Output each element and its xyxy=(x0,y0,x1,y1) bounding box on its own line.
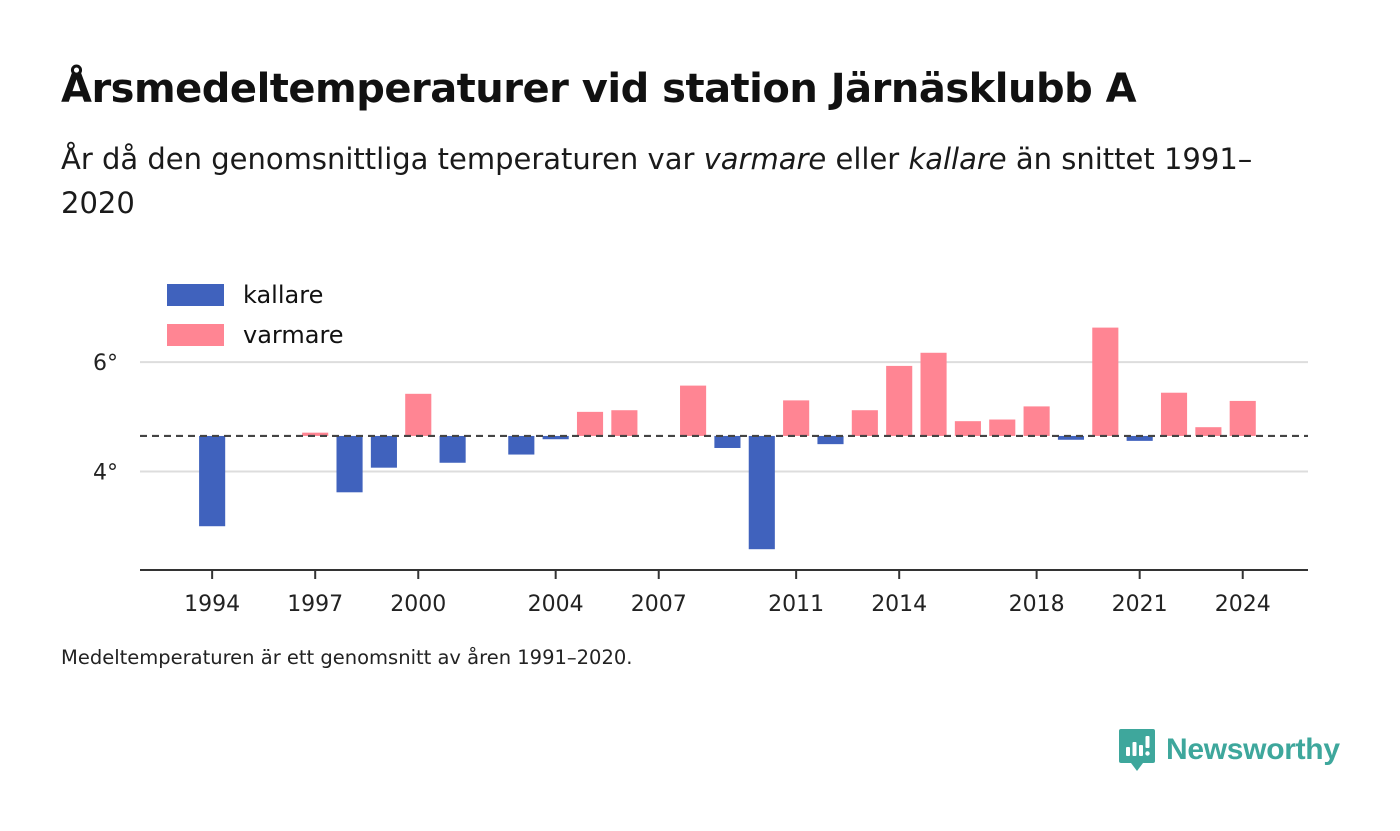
bar-warmer xyxy=(851,410,878,436)
subtitle-colder-word: kallare xyxy=(908,142,1007,176)
legend-label-kallare: kallare xyxy=(243,281,323,309)
bar-colder xyxy=(817,435,844,445)
bar-warmer xyxy=(920,352,947,436)
bar-warmer xyxy=(1023,406,1050,436)
bar-warmer xyxy=(989,419,1016,436)
bar-colder xyxy=(336,435,363,493)
x-tick-label: 2018 xyxy=(1009,592,1065,617)
bar-warmer xyxy=(611,410,638,436)
bar-colder xyxy=(542,435,569,440)
x-tick-label: 1994 xyxy=(184,592,240,617)
bar-colder xyxy=(370,435,397,468)
bar-colder xyxy=(199,435,226,527)
subtitle-part-1: År då den genomsnittliga temperaturen va… xyxy=(61,142,704,176)
bar-warmer xyxy=(1092,327,1119,436)
x-tick-label: 2007 xyxy=(631,592,687,617)
x-tick-label: 1997 xyxy=(287,592,343,617)
chart-title: Årsmedeltemperaturer vid station Järnäsk… xyxy=(61,66,1137,112)
chart-subtitle: År då den genomsnittliga temperaturen va… xyxy=(61,137,1291,225)
temperature-bar-chart: 4° 6° 1994 1997 2000 2004 2007 2011 2014 2018 2021… xyxy=(93,281,1308,617)
legend-swatch-kallare xyxy=(167,284,224,306)
bar-colder xyxy=(1126,435,1153,441)
bar-colder xyxy=(508,435,535,455)
bar-colder xyxy=(714,435,741,448)
bar-warmer xyxy=(954,421,981,436)
bar-warmer xyxy=(1195,427,1222,436)
subtitle-warmer-word: varmare xyxy=(703,142,827,176)
newsworthy-logo: Newsworthy xyxy=(1118,728,1340,772)
newsworthy-logo-text: Newsworthy xyxy=(1166,733,1340,766)
bar-warmer xyxy=(680,385,707,436)
bar-colder xyxy=(439,435,466,463)
bar-colder xyxy=(748,435,775,550)
legend-swatch-varmare xyxy=(167,324,224,346)
x-tick-label: 2014 xyxy=(871,592,927,617)
subtitle-part-2: eller xyxy=(826,142,909,176)
y-tick-label: 4° xyxy=(93,461,118,486)
bar-warmer xyxy=(783,400,810,436)
y-tick-label: 6° xyxy=(93,351,118,376)
bar-warmer xyxy=(576,411,604,436)
legend-label-varmare: varmare xyxy=(243,321,344,349)
bar-warmer xyxy=(1229,400,1256,436)
x-tick-label: 2004 xyxy=(528,592,584,617)
x-tick-label: 2021 xyxy=(1112,592,1168,617)
bar-warmer xyxy=(886,365,913,436)
bar-warmer xyxy=(1160,392,1188,436)
bar-colder xyxy=(1057,435,1085,440)
x-tick-label: 2000 xyxy=(390,592,446,617)
x-tick-label: 2024 xyxy=(1215,592,1271,617)
x-tick-label: 2011 xyxy=(768,592,824,617)
subtitle-part-3: än snittet 1991–2020 xyxy=(61,142,1253,220)
bar-warmer xyxy=(302,432,329,436)
newsworthy-logo-icon xyxy=(1119,729,1155,771)
bar-warmer xyxy=(405,393,432,436)
footnote: Medeltemperaturen är ett genomsnitt av å… xyxy=(61,646,633,669)
